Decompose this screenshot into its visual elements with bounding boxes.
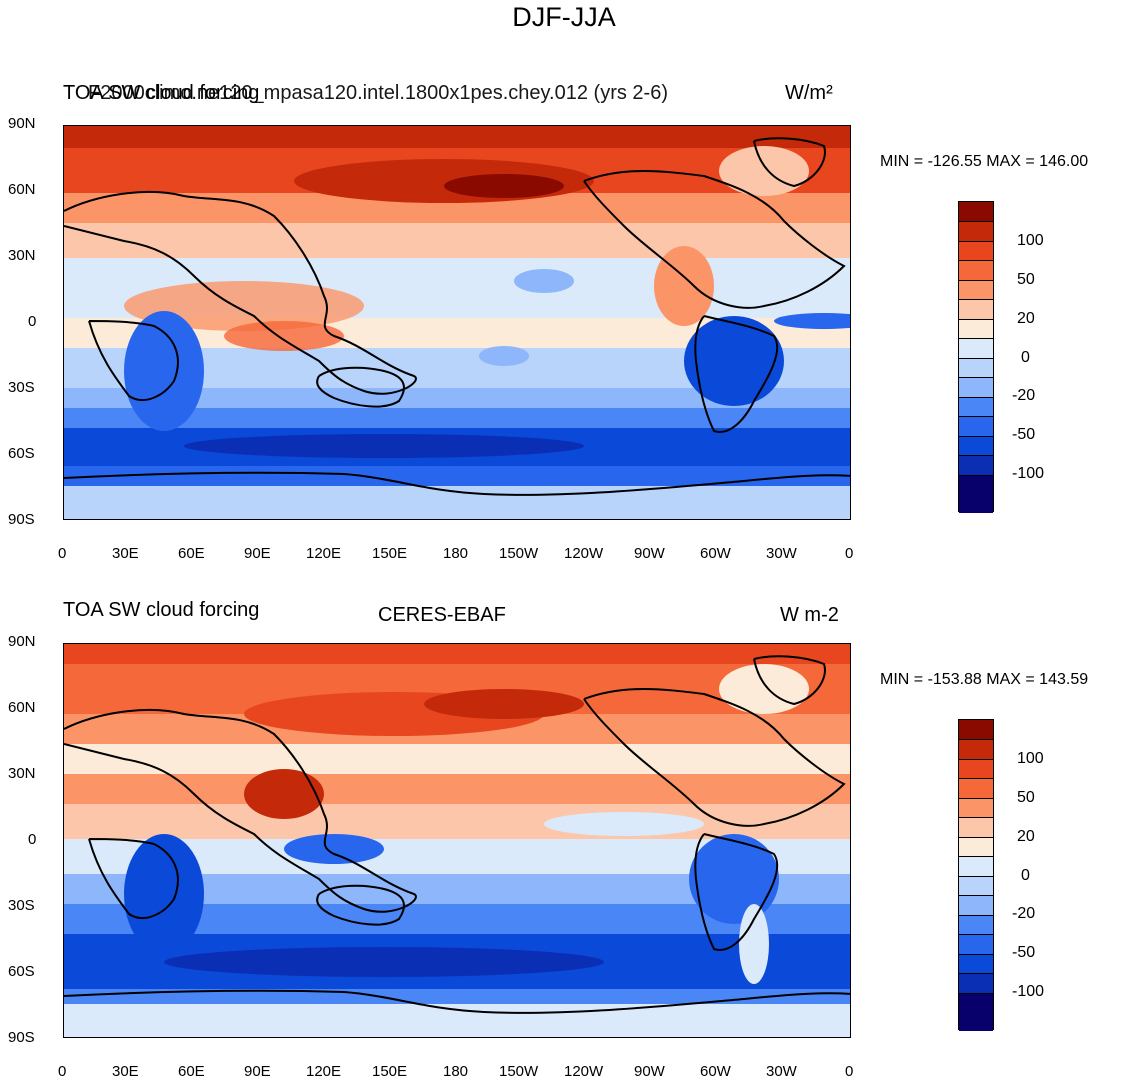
panel2-cb-label-0: 0: [1021, 867, 1030, 884]
panel2-xlabel-60e: 60E: [178, 1063, 205, 1080]
panel1-xlabel-30e: 30E: [112, 545, 139, 562]
panel2-xlabel-90e: 90E: [244, 1063, 271, 1080]
panel1-ylabel-90n: 90N: [8, 115, 36, 132]
panel2-minmax: MIN = -153.88 MAX = 143.59: [880, 671, 1089, 688]
panel1-xlabel-150w: 150W: [499, 545, 539, 562]
panel1-cb-label-100: 100: [1017, 232, 1044, 249]
panel2-xlabel-120w: 120W: [564, 1063, 604, 1080]
panel2-ylabel-60s: 60S: [8, 963, 35, 980]
panel2-cb-label-neg20: -20: [1012, 905, 1036, 922]
panel2-xlabel-120e: 120E: [306, 1063, 342, 1080]
panel1-colorbar: [958, 201, 994, 513]
panel2-center-label: CERES-EBAF: [378, 604, 506, 626]
panel2-cb-label-20: 20: [1017, 828, 1035, 845]
panel2-ylabel-90n: 90N: [8, 633, 36, 650]
panel2-field-svg: [64, 644, 850, 1037]
panel2-ylabel-60n: 60N: [8, 699, 36, 716]
panel1-xlabel-150e: 150E: [372, 545, 408, 562]
panel1-ylabel-60s: 60S: [8, 445, 35, 462]
panel2-xlabel-180: 180: [443, 1063, 469, 1080]
panel1-left-label: TOA SW cloud forcing: [63, 82, 260, 104]
panel2-cb-label-neg100: -100: [1012, 983, 1045, 1000]
panel1-cb-label-20: 20: [1017, 310, 1035, 327]
panel1-xlabel-60w: 60W: [700, 545, 731, 562]
panel1-xlabel-180: 180: [443, 545, 469, 562]
panel2-xlabel-150e: 150E: [372, 1063, 408, 1080]
panel1-ylabel-90s: 90S: [8, 511, 35, 528]
panel1-cb-label-neg100: -100: [1012, 465, 1045, 482]
panel2-xlabel-30e: 30E: [112, 1063, 139, 1080]
panel1-xlabel-120w: 120W: [564, 545, 604, 562]
panel2-ylabel-30s: 30S: [8, 897, 35, 914]
panel2-ylabel-30n: 30N: [8, 765, 36, 782]
panel2-xlabel-0-right: 0: [845, 1063, 854, 1080]
panel1-cb-label-50: 50: [1017, 271, 1035, 288]
panel1-xlabel-0: 0: [58, 545, 67, 562]
panel1-xlabel-30w: 30W: [766, 545, 797, 562]
panel2-cb-label-neg50: -50: [1012, 944, 1036, 961]
panel2-xlabel-30w: 30W: [766, 1063, 797, 1080]
panel1-ylabel-60n: 60N: [8, 181, 36, 198]
panel1-xlabel-0-right: 0: [845, 545, 854, 562]
panel1-ylabel-30s: 30S: [8, 379, 35, 396]
panel1-xlabel-90w: 90W: [634, 545, 665, 562]
panel1-center-label: F2000climo.ne120_mpasa120.intel.1800x1pe…: [88, 82, 668, 104]
panel2-xlabel-60w: 60W: [700, 1063, 731, 1080]
panel2-cb-label-100: 100: [1017, 750, 1044, 767]
panel1-xlabel-90e: 90E: [244, 545, 271, 562]
panel1-cb-label-neg20: -20: [1012, 387, 1036, 404]
panel2-map: [63, 643, 851, 1038]
panel1-minmax: MIN = -126.55 MAX = 146.00: [880, 153, 1089, 170]
panel2-ylabel-90s: 90S: [8, 1029, 35, 1046]
panel2-colorbar: [958, 719, 994, 1031]
panel1-cb-label-neg50: -50: [1012, 426, 1036, 443]
panel1-units-label: W/m²: [785, 82, 833, 104]
panel2-units-label: W m-2: [780, 604, 839, 626]
panel1-xlabel-60e: 60E: [178, 545, 205, 562]
panel1-ylabel-0: 0: [28, 313, 37, 330]
figure-title: DJF-JJA: [512, 2, 616, 32]
panel2-ylabel-0: 0: [28, 831, 37, 848]
panel2-xlabel-0: 0: [58, 1063, 67, 1080]
panel1-field-svg: [64, 126, 850, 519]
panel2-xlabel-150w: 150W: [499, 1063, 539, 1080]
panel1-ylabel-30n: 30N: [8, 247, 36, 264]
panel2-xlabel-90w: 90W: [634, 1063, 665, 1080]
panel2-left-label: TOA SW cloud forcing: [63, 599, 260, 621]
panel1-xlabel-120e: 120E: [306, 545, 342, 562]
panel2-cb-label-50: 50: [1017, 789, 1035, 806]
panel1-map: [63, 125, 851, 520]
panel1-cb-label-0: 0: [1021, 349, 1030, 366]
